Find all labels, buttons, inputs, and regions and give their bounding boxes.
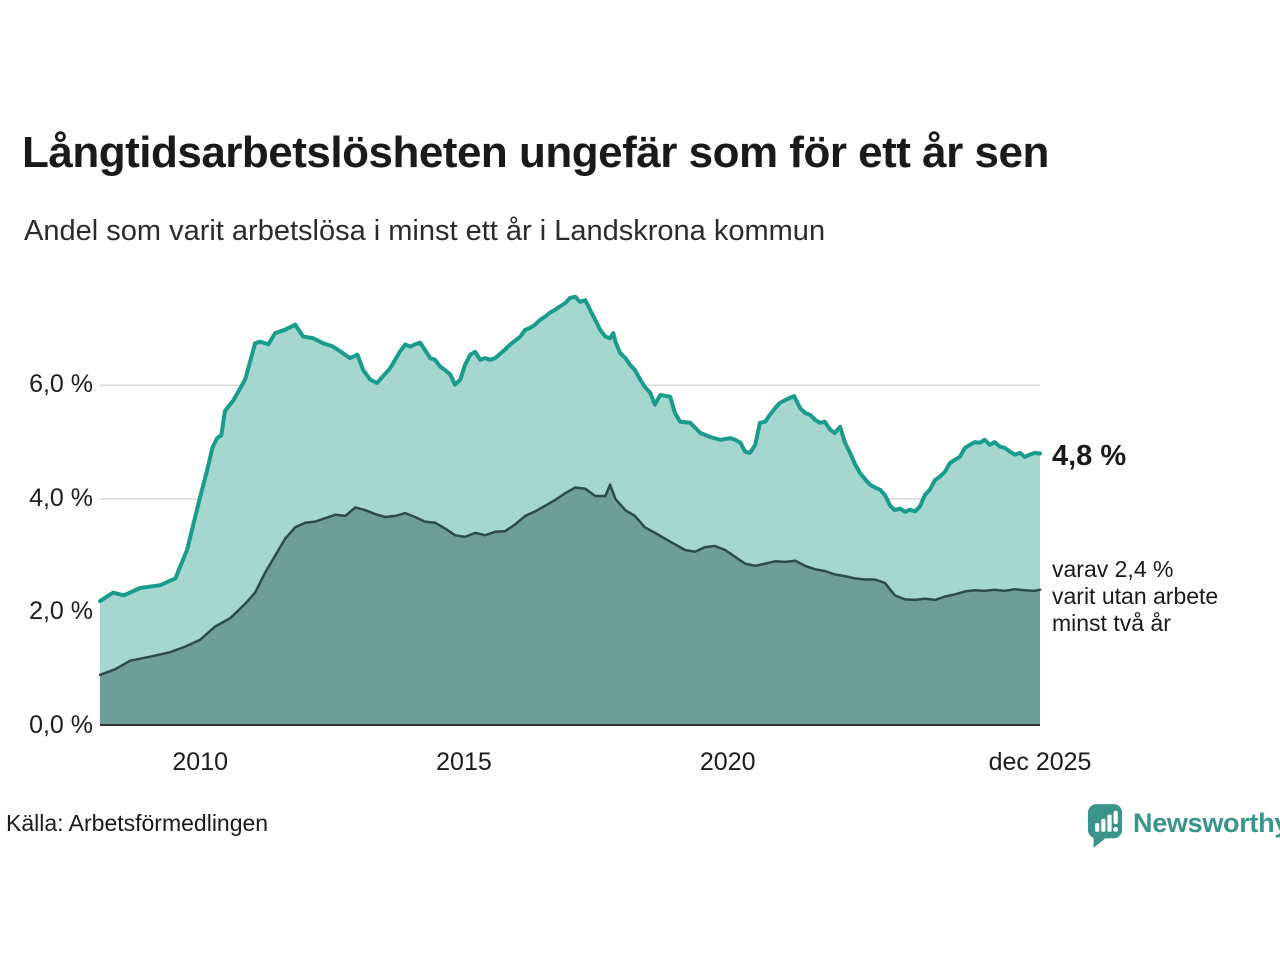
subset-annotation-line: minst två år bbox=[1052, 610, 1171, 636]
subset-annotation-line: varav 2,4 % bbox=[1052, 556, 1174, 582]
end-value-annotation: 4,8 % bbox=[1052, 440, 1127, 472]
newsworthy-speech-bubble-bar-chart-icon bbox=[1087, 804, 1123, 848]
subset-annotation-line: varit utan arbete bbox=[1052, 583, 1219, 609]
unemployment-area-chart bbox=[98, 294, 1042, 726]
x-axis-labels: 2010 2015 2020 dec 2025 bbox=[0, 748, 1280, 782]
source-note: Källa: Arbetsförmedlingen bbox=[6, 810, 269, 836]
y-axis-tick-label: 4,0 % bbox=[29, 483, 93, 512]
y-axis-tick-label: 6,0 % bbox=[29, 370, 93, 399]
series-line bbox=[98, 483, 1042, 677]
page-subtitle: Andel som varit arbetslösa i minst ett å… bbox=[24, 215, 826, 247]
series-line bbox=[98, 294, 1042, 604]
brand-name: Newsworthy bbox=[1133, 808, 1280, 838]
y-axis-tick-label: 2,0 % bbox=[29, 597, 93, 626]
area-fill bbox=[100, 484, 1040, 726]
subset-annotation: varav 2,4 % varit utan arbete minst två … bbox=[1052, 556, 1218, 637]
y-axis-tick-label: 0,0 % bbox=[29, 711, 93, 739]
page-title: Långtidsarbetslösheten ungefär som för e… bbox=[22, 128, 1049, 177]
x-axis-tick-label: 2020 bbox=[699, 748, 756, 776]
x-axis-tick-label: 2015 bbox=[436, 748, 492, 776]
x-axis-tick-label: dec 2025 bbox=[988, 748, 1092, 776]
x-axis-tick-label: 2010 bbox=[172, 748, 229, 776]
brand-logo: Newsworthy bbox=[1086, 802, 1280, 852]
